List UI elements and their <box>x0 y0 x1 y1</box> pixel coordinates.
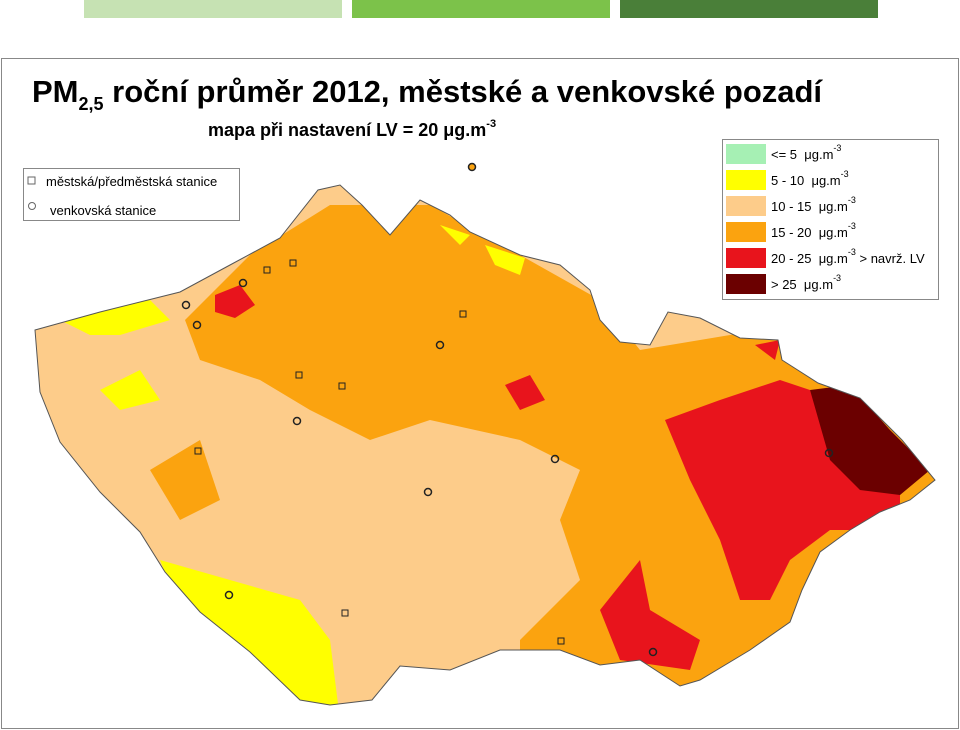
map-zone <box>100 370 160 410</box>
subtitle-text: mapa při nastavení LV = 20 μg.m <box>208 120 486 140</box>
subtitle-sup: -3 <box>486 118 496 130</box>
rural-station <box>292 416 302 426</box>
subtitle: mapa při nastavení LV = 20 μg.m-3 <box>208 118 496 140</box>
legend-box <box>722 139 939 300</box>
map-zone <box>665 380 900 600</box>
rural-station <box>824 448 834 458</box>
legend-label: 5 - 10 μg.m-3 <box>771 169 849 188</box>
top-bar <box>352 0 610 18</box>
legend-sup: -3 <box>848 247 856 257</box>
map-zone <box>810 385 930 495</box>
stations <box>181 162 834 657</box>
map-zone <box>440 225 525 275</box>
legend-label: 20 - 25 μg.m-3 > navrž. LV <box>771 247 925 266</box>
rural-station <box>192 320 202 330</box>
legend-sup: -3 <box>841 169 849 179</box>
urban-station <box>263 266 271 274</box>
legend-label: 10 - 15 μg.m-3 <box>771 195 856 214</box>
legend-swatch <box>726 196 766 216</box>
legend-sup: -3 <box>833 143 841 153</box>
legend-text: 10 - 15 μg.m <box>771 199 848 214</box>
legend-swatch <box>726 144 766 164</box>
legend-label: > 25 μg.m-3 <box>771 273 841 292</box>
legend-label: <= 5 μg.m-3 <box>771 143 841 162</box>
legend-suffix: > navrž. LV <box>856 251 925 266</box>
legend-label: venkovská stanice <box>50 203 156 218</box>
legend: <= 5 μg.m-35 - 10 μg.m-310 - 15 μg.m-315… <box>722 139 939 300</box>
map-zone <box>600 560 700 670</box>
top-bar <box>84 0 342 18</box>
title: PM2,5 roční průměr 2012, městské a venko… <box>32 74 823 114</box>
legend-text: 5 - 10 μg.m <box>771 173 841 188</box>
legend-box <box>23 168 240 221</box>
rural-symbol <box>28 202 36 210</box>
station-legend: městská/předměstská stanice venkovská st… <box>23 168 240 221</box>
top-bar <box>620 0 878 18</box>
urban-station <box>459 310 467 318</box>
rural-station <box>224 590 234 600</box>
map-zone <box>150 440 220 520</box>
map-zone <box>160 560 340 705</box>
urban-station <box>341 609 349 617</box>
rural-station <box>435 340 445 350</box>
legend-label: 15 - 20 μg.m-3 <box>771 221 856 240</box>
rural-station <box>648 647 658 657</box>
title-sub: 2,5 <box>79 94 104 114</box>
legend-text: > 25 μg.m <box>771 277 833 292</box>
frame <box>1 58 959 729</box>
rural-station <box>467 162 477 172</box>
rural-station <box>238 278 248 288</box>
legend-swatch <box>726 222 766 242</box>
legend-label: městská/předměstská stanice <box>46 174 217 189</box>
urban-station <box>557 637 565 645</box>
legend-sup: -3 <box>848 195 856 205</box>
map-zone <box>60 300 170 335</box>
legend-text: <= 5 μg.m <box>771 147 833 162</box>
legend-swatch <box>726 170 766 190</box>
urban-station <box>295 371 303 379</box>
urban-symbol <box>27 176 36 185</box>
legend-sup: -3 <box>848 221 856 231</box>
title-text: PM <box>32 74 79 109</box>
rural-station <box>181 300 191 310</box>
title-text: roční průměr 2012, městské a venkovské p… <box>104 74 824 109</box>
rural-station <box>550 454 560 464</box>
legend-text: 20 - 25 μg.m <box>771 251 848 266</box>
legend-text: 15 - 20 μg.m <box>771 225 848 240</box>
legend-swatch <box>726 274 766 294</box>
legend-swatch <box>726 248 766 268</box>
urban-station <box>289 259 297 267</box>
urban-station <box>338 382 346 390</box>
rural-station <box>423 487 433 497</box>
legend-sup: -3 <box>833 273 841 283</box>
urban-station <box>194 447 202 455</box>
